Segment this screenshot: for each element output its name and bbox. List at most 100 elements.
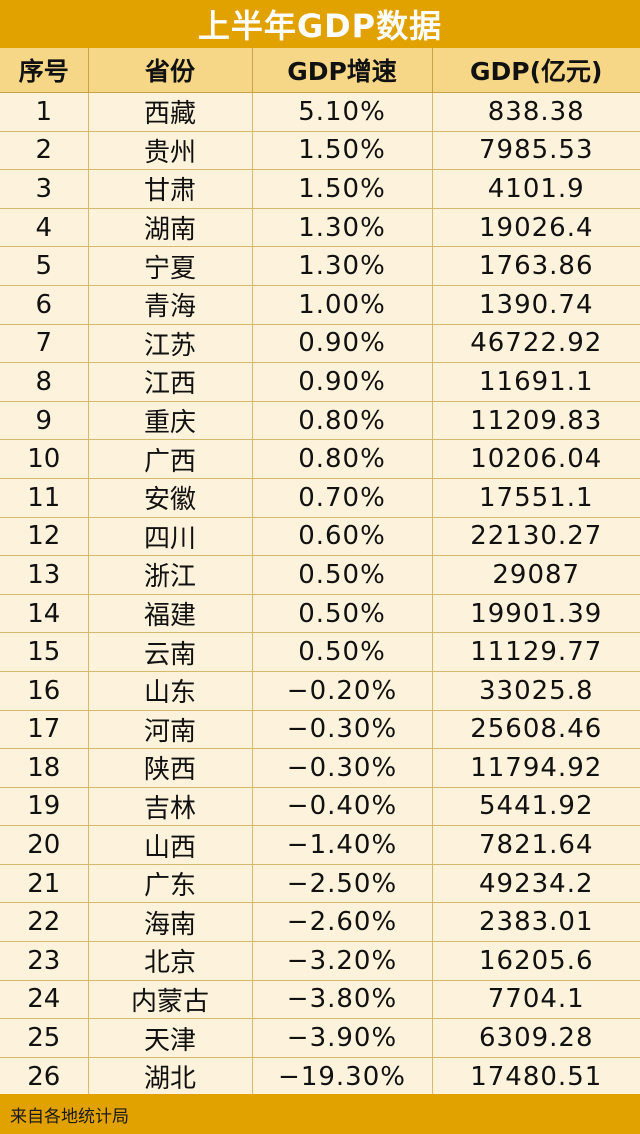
gdp-cell: 4101.9: [432, 169, 640, 209]
gdp-cell: 11794.92: [432, 748, 640, 788]
rank-cell: 23: [0, 941, 89, 981]
gdp-cell: 2383.01: [432, 902, 640, 943]
gdp-cell: 49234.2: [432, 864, 640, 904]
rank-cell: 3: [0, 169, 89, 209]
rank-cell: 6: [0, 285, 89, 325]
gdp-cell: 6309.28: [432, 1018, 640, 1058]
header-province: 省份: [88, 48, 253, 93]
province-cell: 山西: [88, 825, 253, 865]
growth-cell: −1.40%: [252, 825, 433, 865]
growth-cell: 0.80%: [252, 401, 433, 441]
growth-cell: 1.30%: [252, 208, 433, 248]
source-footer: 来自各地统计局: [0, 1094, 640, 1134]
province-cell: 云南: [88, 632, 253, 672]
rank-cell: 13: [0, 555, 89, 595]
table-row: 20 山西 −1.40% 7821.64: [0, 825, 640, 865]
table-row: 14 福建 0.50% 19901.39: [0, 594, 640, 634]
table-row: 21 广东 −2.50% 49234.2: [0, 864, 640, 904]
gdp-cell: 22130.27: [432, 517, 640, 557]
header-growth: GDP增速: [252, 48, 433, 93]
table-row: 2 贵州 1.50% 7985.53: [0, 131, 640, 171]
rank-cell: 5: [0, 246, 89, 286]
growth-cell: −0.20%: [252, 671, 433, 711]
table-row: 6 青海 1.00% 1390.74: [0, 285, 640, 325]
rank-cell: 2: [0, 131, 89, 171]
province-cell: 广东: [88, 864, 253, 904]
gdp-cell: 46722.92: [432, 324, 640, 364]
table-row: 19 吉林 −0.40% 5441.92: [0, 787, 640, 827]
rank-cell: 25: [0, 1018, 89, 1058]
table-row: 17 河南 −0.30% 25608.46: [0, 710, 640, 750]
header-rank: 序号: [0, 48, 89, 93]
gdp-cell: 19026.4: [432, 208, 640, 248]
gdp-cell: 7821.64: [432, 825, 640, 865]
rank-cell: 19: [0, 787, 89, 827]
rank-cell: 18: [0, 748, 89, 788]
table-row: 8 江西 0.90% 11691.1: [0, 362, 640, 402]
rank-cell: 7: [0, 324, 89, 364]
table-row: 11 安徽 0.70% 17551.1: [0, 478, 640, 518]
province-cell: 甘肃: [88, 169, 253, 209]
gdp-cell: 5441.92: [432, 787, 640, 827]
rank-cell: 20: [0, 825, 89, 865]
gdp-cell: 7985.53: [432, 131, 640, 171]
gdp-table: 序号 省份 GDP增速 GDP(亿元) 1 西藏 5.10% 838.38 2 贵州 1.5…: [0, 48, 640, 1097]
province-cell: 天津: [88, 1018, 253, 1058]
growth-cell: 0.50%: [252, 555, 433, 595]
growth-cell: −0.30%: [252, 710, 433, 750]
province-cell: 陕西: [88, 748, 253, 788]
table-row: 1 西藏 5.10% 838.38: [0, 92, 640, 132]
growth-cell: 0.90%: [252, 362, 433, 402]
table-row: 15 云南 0.50% 11129.77: [0, 632, 640, 672]
table-body: 1 西藏 5.10% 838.38 2 贵州 1.50% 7985.53 3 甘肃 1.50% 410…: [0, 92, 640, 1097]
province-cell: 贵州: [88, 131, 253, 171]
growth-cell: 5.10%: [252, 92, 433, 132]
table-row: 26 湖北 −19.30% 17480.51: [0, 1057, 640, 1097]
gdp-cell: 16205.6: [432, 941, 640, 981]
rank-cell: 9: [0, 401, 89, 441]
rank-cell: 16: [0, 671, 89, 711]
province-cell: 湖北: [88, 1057, 253, 1097]
growth-cell: −0.40%: [252, 787, 433, 827]
growth-cell: 0.50%: [252, 594, 433, 634]
rank-cell: 14: [0, 594, 89, 634]
growth-cell: −3.90%: [252, 1018, 433, 1058]
growth-cell: −2.50%: [252, 864, 433, 904]
gdp-cell: 1390.74: [432, 285, 640, 325]
gdp-cell: 10206.04: [432, 439, 640, 479]
province-cell: 江西: [88, 362, 253, 402]
gdp-cell: 17480.51: [432, 1057, 640, 1097]
rank-cell: 8: [0, 362, 89, 402]
gdp-cell: 29087: [432, 555, 640, 595]
gdp-cell: 7704.1: [432, 980, 640, 1020]
table-row: 12 四川 0.60% 22130.27: [0, 517, 640, 557]
gdp-cell: 838.38: [432, 92, 640, 132]
growth-cell: 0.70%: [252, 478, 433, 518]
table-row: 9 重庆 0.80% 11209.83: [0, 401, 640, 441]
table-row: 10 广西 0.80% 10206.04: [0, 439, 640, 479]
table-row: 18 陕西 −0.30% 11794.92: [0, 748, 640, 788]
province-cell: 四川: [88, 517, 253, 557]
province-cell: 广西: [88, 439, 253, 479]
table-row: 25 天津 −3.90% 6309.28: [0, 1018, 640, 1058]
growth-cell: −19.30%: [252, 1057, 433, 1097]
table-row: 5 宁夏 1.30% 1763.86: [0, 246, 640, 286]
growth-cell: 0.50%: [252, 632, 433, 672]
rank-cell: 22: [0, 902, 89, 943]
growth-cell: 1.50%: [252, 169, 433, 209]
growth-cell: 1.00%: [252, 285, 433, 325]
growth-cell: 1.50%: [252, 131, 433, 171]
province-cell: 西藏: [88, 92, 253, 132]
table-row: 22 海南 −2.60% 2383.01: [0, 902, 640, 943]
province-cell: 吉林: [88, 787, 253, 827]
province-cell: 内蒙古: [88, 980, 253, 1020]
growth-cell: −3.80%: [252, 980, 433, 1020]
table-row: 23 北京 −3.20% 16205.6: [0, 941, 640, 981]
rank-cell: 21: [0, 864, 89, 904]
table-row: 3 甘肃 1.50% 4101.9: [0, 169, 640, 209]
province-cell: 湖南: [88, 208, 253, 248]
table-row: 24 内蒙古 −3.80% 7704.1: [0, 980, 640, 1020]
rank-cell: 10: [0, 439, 89, 479]
growth-cell: 0.60%: [252, 517, 433, 557]
